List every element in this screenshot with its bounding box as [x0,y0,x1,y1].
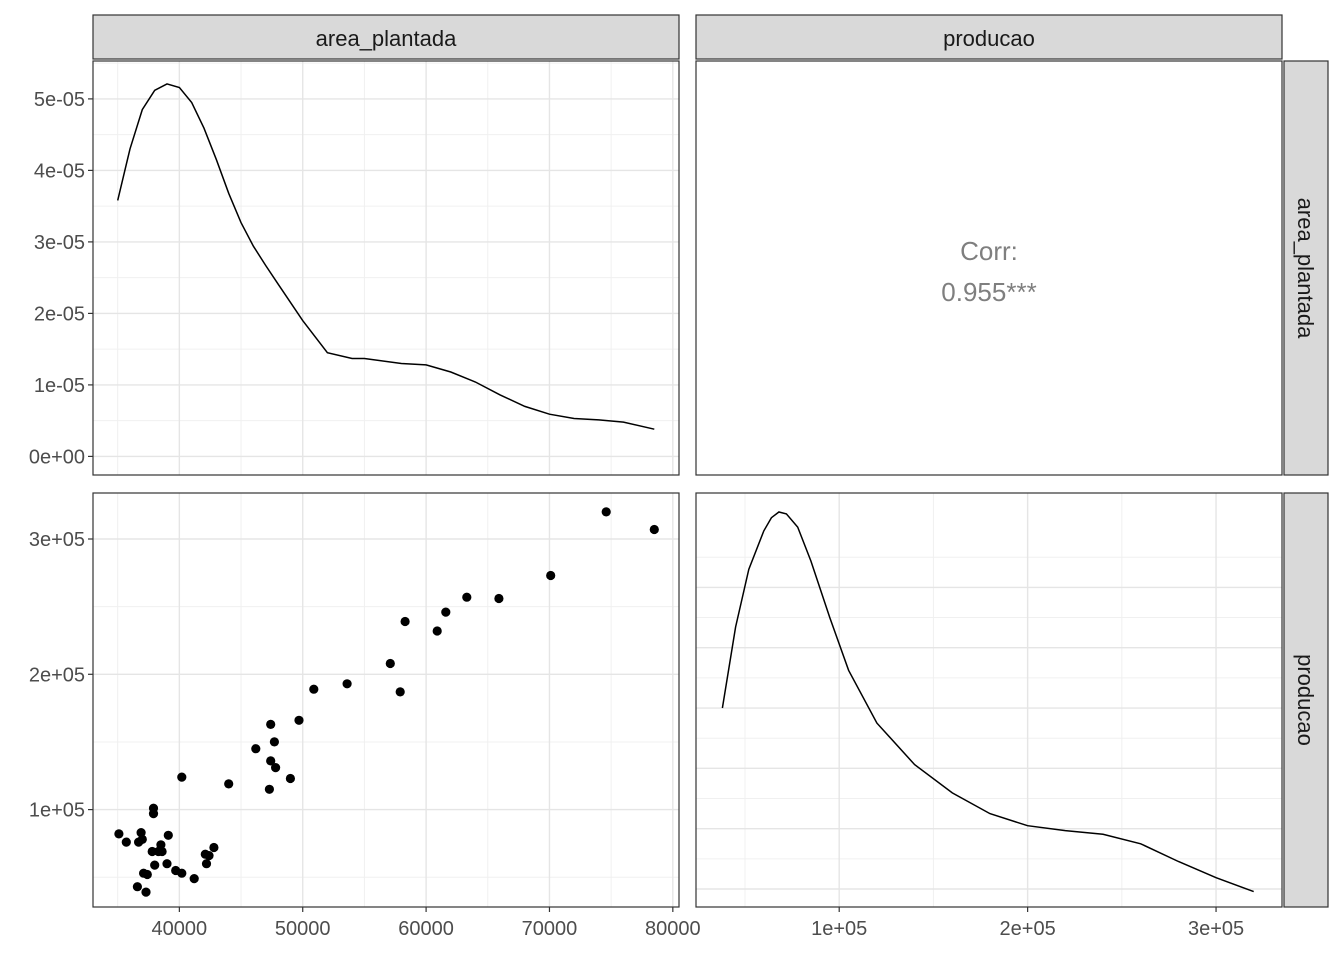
scatter-point [224,779,234,789]
x-tick-label: 70000 [522,918,578,940]
y-tick-label: 0e+00 [29,446,85,468]
scatter-point [400,616,410,627]
scatter-point [385,658,395,669]
panel-scatter [92,492,680,908]
scatter-point [150,860,160,870]
scatter-point [163,830,173,840]
y-tick-label: 3e+05 [29,529,85,551]
strip-right-producao: producao [1283,492,1329,908]
y-tick-label: 3e-05 [34,232,85,254]
scatter-point [162,859,172,869]
scatter-point [269,737,279,747]
scatter-point [649,524,659,535]
corr-value: 0.955*** [941,277,1036,307]
panel-border [92,60,680,476]
scatter-point [546,570,556,581]
y-tick-label: 2e-05 [34,303,85,325]
y-tick-label: 5e-05 [34,89,85,111]
scatter-point [266,719,276,730]
panel-background [696,493,1282,907]
scatter-point [121,837,131,847]
scatter-point [441,607,451,617]
scatter-point [132,882,142,892]
axes: 0e+00 1e-05 2e-05 3e-05 4e-05 5e-05 1e+05 2e+05… [29,89,1244,940]
density-line-producao [721,511,1254,893]
panel-border [92,492,680,908]
x-tick-label: 2e+05 [1000,918,1056,940]
x-tick-label: 50000 [275,918,331,940]
panel-background [93,61,679,475]
strip-top-producao: producao [695,14,1283,60]
scatter-point [137,834,147,845]
y-tick-label: 4e-05 [34,160,85,182]
x-tick-label: 1e+05 [811,918,867,940]
scatter-point [494,593,504,604]
y-tick-label: 2e+05 [29,664,85,686]
strip-label-right-producao: producao [1293,654,1318,746]
scatter-point [204,851,214,861]
strip-top-area-plantada: area_plantada [92,14,680,60]
corr-label: Corr: [960,236,1018,266]
panel-border [695,492,1283,908]
scatter-point [148,809,159,819]
y-tick-label: 1e+05 [29,800,85,822]
scatter-point [342,679,352,689]
scatter-point [114,829,124,839]
scatter-point [142,869,152,880]
x-tick-label: 40000 [152,918,208,940]
strip-label-area-plantada: area_plantada [316,26,457,51]
x-tick-label: 80000 [645,918,701,940]
scatter-point [141,887,151,897]
scatter-point [266,756,276,766]
scatter-point [432,626,442,636]
scatter-point [136,828,146,838]
y-tick-label: 1e-05 [34,375,85,397]
scatter-point [189,874,199,884]
scatter-point [201,859,212,869]
scatter-point [395,687,405,697]
scatter-point [294,715,304,725]
density-line-area-plantada [116,83,655,430]
x-tick-label: 60000 [398,918,454,940]
strip-label-producao: producao [943,26,1035,51]
panel-density-area-plantada [92,60,680,476]
scatter-point [177,868,187,878]
strip-right-area-plantada: area_plantada [1283,60,1329,476]
scatter-point [264,784,274,794]
scatter-point [309,684,319,694]
strip-label-right-area-plantada: area_plantada [1293,198,1318,339]
scatter-point [209,842,219,853]
scatter-point [271,763,281,773]
scatter-point [285,773,295,784]
x-tick-label: 3e+05 [1188,918,1244,940]
scatter-point [157,846,167,857]
scatter-point [601,507,611,517]
scatter-point [177,772,187,782]
panel-correlation: Corr: 0.955*** [695,60,1283,476]
panel-density-producao [695,492,1283,908]
scatter-point [251,744,261,754]
scatter-point [462,592,472,602]
panel-background [93,493,679,907]
